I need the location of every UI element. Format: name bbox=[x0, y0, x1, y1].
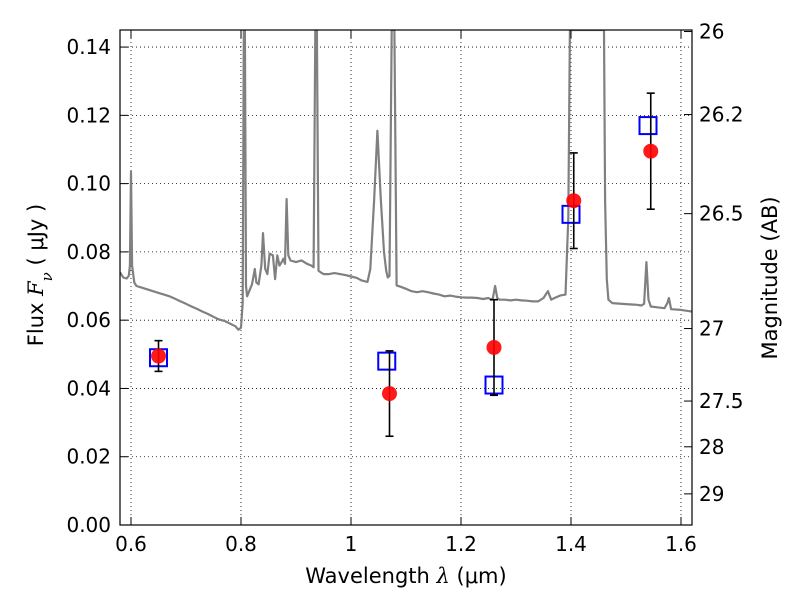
observed-photometry-point bbox=[643, 143, 659, 159]
x-tick-label: 1.6 bbox=[665, 532, 697, 556]
y-tick-label: 0.08 bbox=[66, 240, 111, 264]
observed-photometry-point bbox=[566, 193, 582, 209]
y-tick-label: 0.06 bbox=[66, 308, 111, 332]
y-tick-label: 0.00 bbox=[66, 513, 111, 537]
observed-photometry-point bbox=[382, 386, 397, 402]
y-axis-title-subscript: ν bbox=[38, 272, 56, 281]
y-tick-label: 0.10 bbox=[66, 172, 111, 196]
y-tick-label: 0.04 bbox=[66, 376, 111, 400]
x-tick-label: 1.2 bbox=[445, 532, 477, 556]
mag-tick-label: 27.5 bbox=[699, 389, 744, 413]
observed-photometry-point bbox=[486, 339, 502, 355]
x-tick-label: 1.4 bbox=[555, 532, 587, 556]
y-tick-label: 0.14 bbox=[66, 35, 111, 59]
mag-tick-label: 26.5 bbox=[699, 202, 744, 226]
model-photometry-marker bbox=[377, 351, 397, 371]
x-axis-title-prefix: Wavelength bbox=[305, 564, 436, 588]
x-axis-title-symbol: λ bbox=[436, 564, 450, 588]
axes: 0.6 0.8 1 1.2 1.4 1.6 0.00 0.02 0.04 0.06 0.08 0.10… bbox=[66, 20, 743, 556]
mag-tick-label: 26.2 bbox=[699, 103, 744, 127]
x-tick-label: 1 bbox=[345, 532, 358, 556]
x-axis-title-unit: (μm) bbox=[450, 564, 507, 588]
y-axis-title-unit: ( μJy ) bbox=[24, 204, 48, 272]
sed-model-line bbox=[120, 30, 692, 331]
y-axis-title-symbol: F bbox=[24, 280, 48, 297]
mag-tick-label: 29 bbox=[699, 482, 724, 506]
mag-tick-label: 27 bbox=[699, 317, 724, 341]
y-axis-title: Flux Fν ( μJy ) bbox=[24, 204, 56, 346]
observed-photometry-point bbox=[151, 348, 166, 364]
y2-axis-title: Magnitude (AB) bbox=[758, 196, 782, 359]
x-axis-title: Wavelength λ (μm) bbox=[305, 564, 506, 588]
model-photometry-marker bbox=[638, 116, 658, 136]
plot-frame bbox=[119, 29, 693, 526]
plot-area bbox=[120, 30, 692, 438]
y-tick-label: 0.12 bbox=[66, 103, 111, 127]
mag-tick-label: 28 bbox=[699, 435, 724, 459]
mag-tick-label: 26 bbox=[699, 20, 724, 44]
y-tick-label: 0.02 bbox=[66, 445, 111, 469]
x-tick-label: 0.6 bbox=[115, 532, 147, 556]
x-tick-label: 0.8 bbox=[225, 532, 257, 556]
y-axis-title-prefix: Flux bbox=[24, 296, 48, 346]
